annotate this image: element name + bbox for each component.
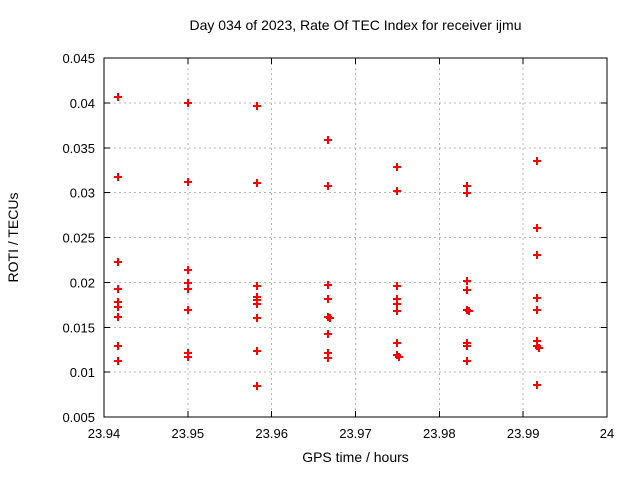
y-tick-label: 0.045 xyxy=(62,51,95,66)
data-point xyxy=(184,353,192,361)
data-point xyxy=(533,294,541,302)
x-tick-label: 23.96 xyxy=(255,426,288,441)
data-point xyxy=(463,342,471,350)
plot-border xyxy=(103,57,608,418)
x-tick-label: 23.97 xyxy=(339,426,372,441)
data-point xyxy=(533,224,541,232)
data-point xyxy=(114,173,122,181)
data-point xyxy=(533,157,541,165)
data-point xyxy=(533,251,541,259)
data-point xyxy=(114,357,122,365)
y-tick-label: 0.035 xyxy=(62,141,95,156)
data-point xyxy=(184,99,192,107)
data-point xyxy=(184,285,192,293)
data-point xyxy=(463,286,471,294)
data-point xyxy=(324,354,332,362)
x-tick-label: 24 xyxy=(600,426,614,441)
data-point xyxy=(253,282,261,290)
data-point xyxy=(253,179,261,187)
data-point xyxy=(393,282,401,290)
data-point xyxy=(114,258,122,266)
data-point xyxy=(253,382,261,390)
data-point xyxy=(463,182,471,190)
data-point xyxy=(533,306,541,314)
data-point xyxy=(184,178,192,186)
x-tick-label: 23.98 xyxy=(423,426,456,441)
data-point xyxy=(463,357,471,365)
y-tick-label: 0.03 xyxy=(70,186,95,201)
data-point xyxy=(114,313,122,321)
data-point xyxy=(253,347,261,355)
data-point xyxy=(114,303,122,311)
y-tick-label: 0.02 xyxy=(70,275,95,290)
data-point xyxy=(324,295,332,303)
chart-title: Day 034 of 2023, Rate Of TEC Index for r… xyxy=(189,17,521,33)
x-axis-label: GPS time / hours xyxy=(302,449,409,465)
data-point xyxy=(324,136,332,144)
data-point xyxy=(184,306,192,314)
y-axis-label: ROTI / TECUs xyxy=(5,193,21,283)
y-tick-label: 0.015 xyxy=(62,320,95,335)
data-point xyxy=(114,93,122,101)
data-point xyxy=(184,266,192,274)
data-point xyxy=(463,189,471,197)
data-point xyxy=(395,353,403,361)
data-point xyxy=(324,330,332,338)
data-point xyxy=(324,281,332,289)
x-tick-label: 23.99 xyxy=(507,426,540,441)
data-point xyxy=(535,344,543,352)
data-point xyxy=(533,381,541,389)
data-point xyxy=(253,102,261,110)
data-point xyxy=(324,182,332,190)
data-point xyxy=(114,342,122,350)
data-point xyxy=(393,163,401,171)
data-point xyxy=(326,314,334,322)
data-point xyxy=(465,307,473,315)
data-point xyxy=(463,277,471,285)
y-tick-label: 0.025 xyxy=(62,231,95,246)
y-tick-label: 0.04 xyxy=(70,96,95,111)
data-point xyxy=(393,300,401,308)
data-point xyxy=(393,339,401,347)
y-tick-label: 0.005 xyxy=(62,410,95,425)
data-point xyxy=(253,314,261,322)
data-point xyxy=(393,307,401,315)
y-tick-label: 0.01 xyxy=(70,365,95,380)
data-point xyxy=(114,285,122,293)
data-point xyxy=(253,300,261,308)
data-point xyxy=(393,187,401,195)
x-tick-label: 23.94 xyxy=(88,426,121,441)
x-tick-label: 23.95 xyxy=(172,426,205,441)
